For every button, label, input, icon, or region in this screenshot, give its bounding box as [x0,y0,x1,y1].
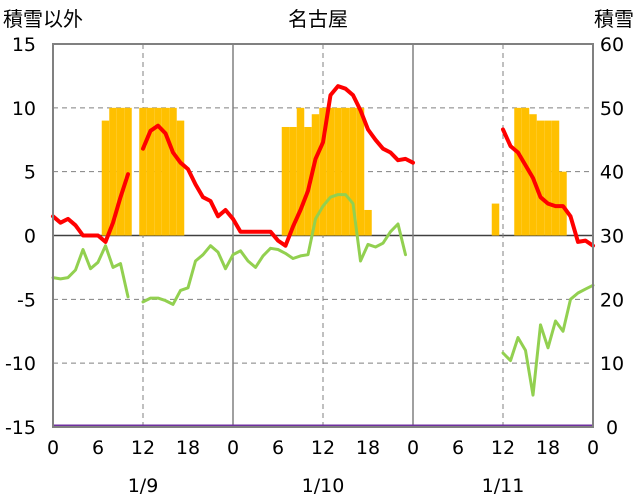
right-tick-label: 10 [600,353,624,375]
left-axis-label: 積雪以外 [3,7,83,31]
x-tick-label: 12 [131,437,155,459]
date-labels: 1/9 1/10 1/11 [128,475,525,497]
right-tick-label: 30 [600,226,624,248]
snow-depth-bar [364,209,372,236]
date-label: 1/9 [128,475,159,497]
right-axis-label: 積雪 [594,7,634,31]
x-tick-label: 6 [452,437,464,459]
snow-depth-bar [139,107,147,236]
date-label: 1/10 [302,475,345,497]
x-tick-label: 0 [407,437,419,459]
snow-depth-bar [154,107,162,236]
snow-depth-bar [544,120,552,236]
left-tick-label: 15 [12,34,36,56]
snow-depth-bar [334,107,342,236]
snow-depth-bar [319,107,327,236]
snow-depth-bar [101,120,110,236]
left-tick-label: -5 [17,289,36,311]
left-tick-label: 5 [24,162,36,184]
left-tick-label: -15 [5,417,36,439]
snow-depth-bar [326,107,335,236]
snow-depth-bar [559,171,567,236]
x-tick-labels: 0 6 12 18 0 6 12 18 0 6 12 18 0 [47,437,599,459]
snow-depth-bar [349,107,357,236]
right-tick-label: 20 [600,289,624,311]
green-line [51,193,595,397]
right-tick-label: 60 [600,34,624,56]
left-tick-label: 0 [24,226,36,248]
x-tick-label: 18 [356,437,380,459]
snow-depth-bar [551,120,560,236]
left-tick-labels: 15 10 5 0 -5 -10 -15 [5,34,36,439]
snow-depth-bar [281,126,290,236]
chart-title: 名古屋 [288,7,348,31]
right-tick-labels: 60 50 40 30 20 10 0 [600,34,624,439]
x-tick-label: 0 [47,437,59,459]
left-tick-label: -10 [5,353,36,375]
temperature-line [51,84,595,248]
snow-depth-bar [146,107,155,236]
right-tick-label: 50 [600,98,624,120]
snow-depth-bar [169,107,177,236]
snow-depth-bars [101,107,567,236]
date-label: 1/11 [482,475,525,497]
snow-depth-bar [341,107,350,236]
snow-depth-bar [521,107,530,236]
snow-depth-bar [356,107,365,236]
snow-depth-bar [124,107,132,236]
snow-depth-bar [116,107,125,236]
snow-depth-bar [536,120,545,236]
right-tick-label: 40 [600,162,624,184]
snow-depth-bar [296,107,305,236]
right-tick-label: 0 [606,417,618,439]
snow-depth-bar [311,114,320,236]
x-tick-label: 18 [176,437,200,459]
plot-frame [52,43,594,428]
snow-depth-bar [491,203,500,236]
snow-depth-bar [304,126,312,236]
series-lines [51,84,595,428]
snow-depth-bar [514,107,522,236]
x-tick-label: 6 [92,437,104,459]
left-tick-label: 10 [12,98,36,120]
snow-depth-bar [161,107,170,236]
x-tick-label: 6 [272,437,284,459]
x-tick-label: 12 [311,437,335,459]
snow-depth-bar [176,120,185,236]
x-tick-label: 18 [536,437,560,459]
snow-depth-bar [289,126,297,236]
x-tick-label: 0 [227,437,239,459]
x-tick-label: 12 [491,437,515,459]
x-tick-label: 0 [587,437,599,459]
snow-depth-bar [109,107,117,236]
